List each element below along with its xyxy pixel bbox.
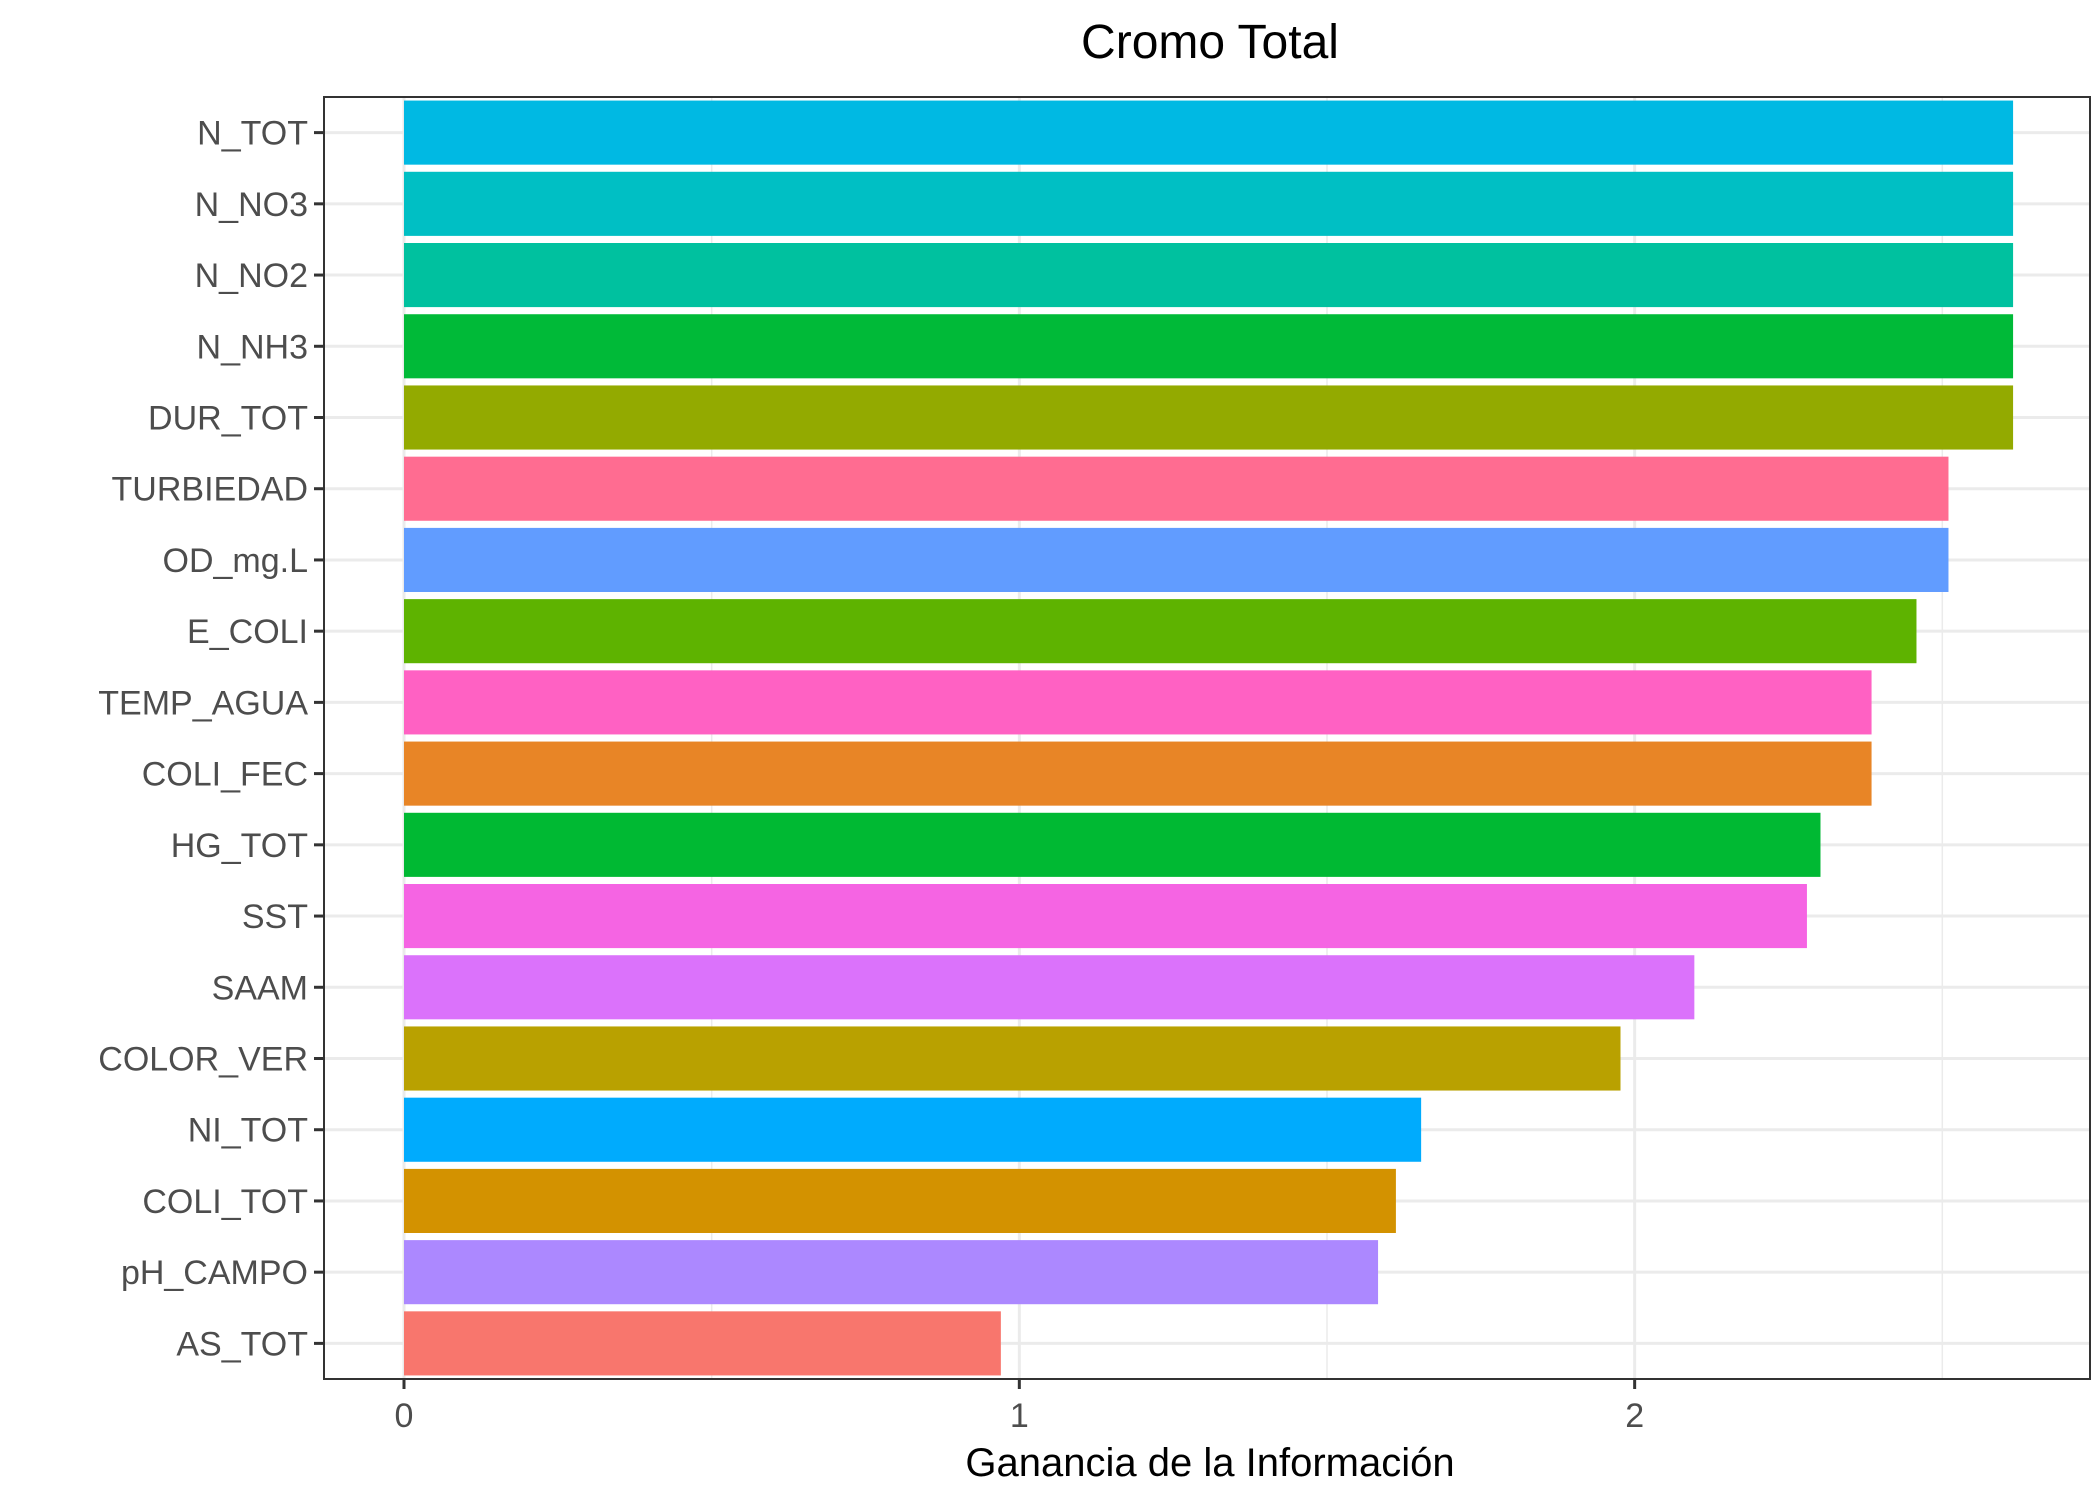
bar-as-tot bbox=[403, 1311, 1001, 1376]
y-tick-label: SST bbox=[242, 898, 308, 936]
y-axis-ticks: N_TOT N_NO3 N_NO2 N_NH3 DUR_TOT TURBIEDAD OD_m… bbox=[98, 115, 324, 1363]
bar-saam bbox=[403, 955, 1695, 1020]
bar-color-ver bbox=[403, 1026, 1621, 1091]
bar-coli-tot bbox=[403, 1168, 1396, 1233]
x-tick-label: 1 bbox=[1010, 1397, 1029, 1435]
x-tick-label: 2 bbox=[1625, 1397, 1644, 1435]
bar-coli-fec bbox=[403, 741, 1872, 806]
y-tick-label: COLI_TOT bbox=[142, 1183, 308, 1221]
y-tick-label: NI_TOT bbox=[188, 1112, 308, 1150]
y-tick-label: TEMP_AGUA bbox=[98, 684, 308, 722]
y-tick-label: TURBIEDAD bbox=[112, 471, 308, 509]
bar-n-nh3 bbox=[403, 314, 2014, 379]
chart-title: Cromo Total bbox=[1081, 16, 1339, 69]
bar-ph-campo bbox=[403, 1240, 1379, 1305]
bar-ni-tot bbox=[403, 1097, 1422, 1162]
x-axis-label: Ganancia de la Información bbox=[965, 1441, 1454, 1485]
plot-border bbox=[323, 96, 2091, 1380]
bar-n-no3 bbox=[403, 171, 2014, 236]
bars bbox=[403, 100, 2014, 1376]
y-tick-label: COLI_FEC bbox=[142, 756, 308, 794]
bar-n-tot bbox=[403, 100, 2014, 165]
y-tick-label: N_NO3 bbox=[195, 186, 308, 224]
y-tick-label: N_NO2 bbox=[195, 257, 308, 295]
x-tick-label: 0 bbox=[395, 1397, 414, 1435]
y-tick-label: pH_CAMPO bbox=[121, 1254, 308, 1292]
y-tick-label: COLOR_VER bbox=[98, 1041, 308, 1079]
y-tick-label: HG_TOT bbox=[171, 827, 308, 865]
y-tick-label: SAAM bbox=[212, 969, 308, 1007]
x-axis-ticks: 0 1 2 bbox=[395, 1379, 1644, 1435]
bar-hg-tot bbox=[403, 812, 1821, 877]
bar-temp-agua bbox=[403, 670, 1872, 735]
bar-sst bbox=[403, 884, 1807, 949]
bar-dur-tot bbox=[403, 385, 2014, 450]
plot-panel bbox=[324, 97, 2090, 1379]
bar-od-mg-l bbox=[403, 527, 1949, 592]
bar-n-no2 bbox=[403, 243, 2014, 308]
y-tick-label: N_TOT bbox=[197, 115, 308, 153]
bar-e-coli bbox=[403, 599, 1917, 664]
y-tick-label: OD_mg.L bbox=[163, 542, 309, 580]
y-tick-label: E_COLI bbox=[187, 613, 308, 651]
bar-turbiedad bbox=[403, 456, 1949, 521]
y-tick-label: DUR_TOT bbox=[148, 400, 308, 438]
y-tick-label: N_NH3 bbox=[197, 328, 308, 366]
y-tick-label: AS_TOT bbox=[176, 1325, 308, 1363]
